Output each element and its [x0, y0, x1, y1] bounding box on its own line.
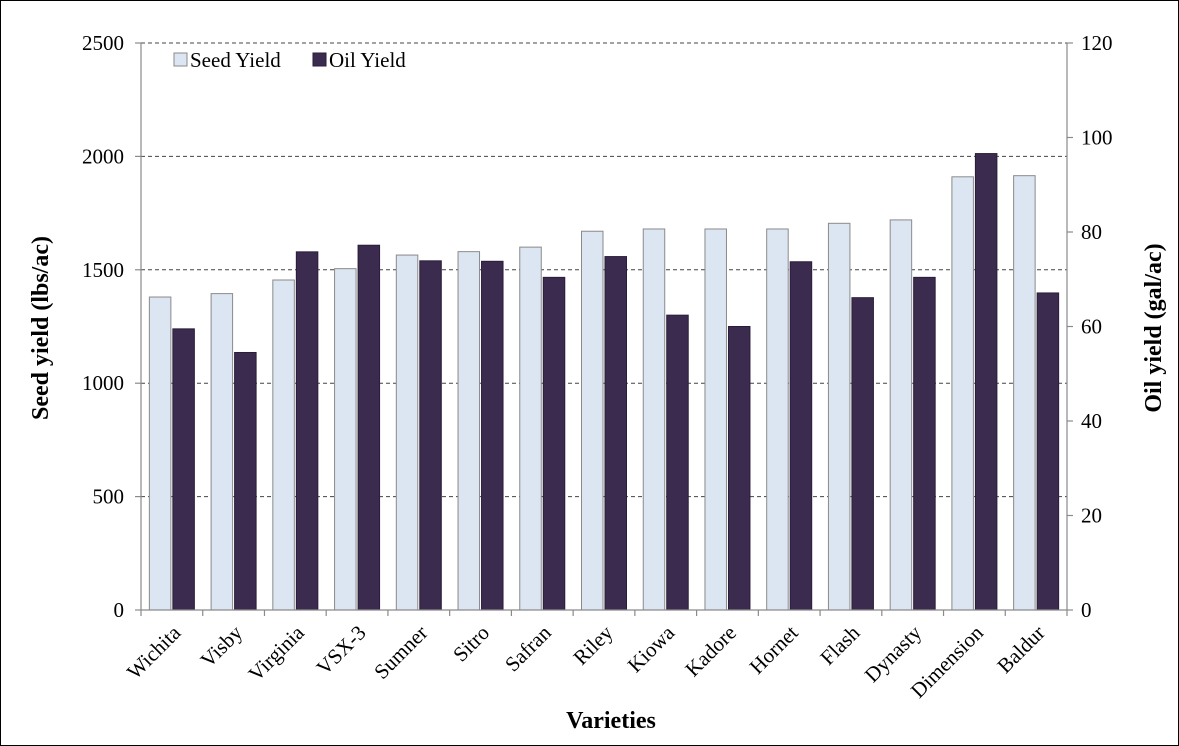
category-label: Riley	[568, 620, 617, 669]
category-label: Wichita	[122, 620, 186, 684]
seed-yield-bar	[210, 293, 234, 611]
seed-yield-bar	[272, 279, 295, 611]
right-tick-labels: 0 20 40 60 80 100 120	[1081, 31, 1113, 622]
category-label: Safran	[500, 620, 556, 676]
gridlines	[141, 42, 1067, 498]
y-axis-title: Seed yield (lbs/ac)	[28, 236, 54, 420]
y2-axis-title: Oil yield (gal/ac)	[1141, 243, 1167, 412]
category-label: VSX-3	[312, 621, 371, 680]
legend: Seed Yield Oil Yield	[173, 48, 406, 72]
left-tick-label: 2500	[82, 31, 124, 55]
legend-label-seed-yield: Seed Yield	[190, 48, 281, 72]
right-tick-label: 40	[1081, 409, 1102, 433]
right-tick-label: 20	[1081, 504, 1102, 528]
seed-yield-bar	[581, 230, 604, 611]
category-label: Kadore	[680, 621, 741, 682]
oil-yield-bar	[295, 251, 319, 611]
category-label: Sitro	[448, 621, 494, 667]
category-label: Virginia	[244, 620, 310, 686]
seed-yield-bar	[951, 176, 974, 611]
left-tick-label: 1000	[82, 371, 124, 395]
oil-yield-bar	[542, 276, 566, 611]
left-tick-label: 0	[114, 598, 125, 622]
oil-yield-bar	[234, 351, 257, 611]
oil-yield-bar	[913, 276, 936, 611]
x-axis-title: Varieties	[566, 708, 656, 734]
legend-swatch-oil-yield	[312, 52, 327, 67]
oil-yield-bar	[481, 260, 504, 611]
legend-label-oil-yield: Oil Yield	[329, 48, 406, 72]
seed-yield-bar	[1013, 175, 1036, 611]
oil-yield-bar	[789, 261, 813, 611]
oil-yield-bar	[1036, 292, 1060, 611]
axes	[135, 42, 1073, 616]
right-tick-label: 80	[1081, 220, 1102, 244]
legend-swatch-seed-yield	[173, 52, 188, 67]
seed-yield-bar	[766, 228, 789, 611]
oil-yield-bar	[666, 314, 689, 611]
left-tick-label: 500	[93, 485, 125, 509]
oil-yield-bar	[419, 260, 442, 611]
oil-yield-bar	[727, 326, 751, 611]
seed-yield-bar	[827, 222, 851, 611]
right-tick-label: 120	[1081, 31, 1113, 55]
seed-yield-bar	[457, 251, 481, 611]
category-label: Sumner	[369, 621, 432, 684]
category-label: Visby	[196, 620, 248, 672]
oil-yield-bar	[851, 297, 874, 611]
right-tick-label: 60	[1081, 315, 1102, 339]
bars	[148, 153, 1060, 611]
oil-yield-bar	[172, 328, 195, 611]
left-tick-labels: 0 500 1000 1500 2000 2500	[82, 31, 124, 622]
left-tick-label: 2000	[82, 144, 124, 168]
seed-yield-bar	[334, 268, 357, 611]
right-tick-label: 0	[1081, 598, 1092, 622]
seed-yield-bar	[148, 296, 172, 611]
left-tick-label: 1500	[82, 258, 124, 282]
category-label: Kiowa	[623, 620, 680, 677]
oil-yield-bar	[604, 256, 627, 611]
seed-yield-bar	[889, 219, 913, 611]
oil-yield-bar	[974, 153, 998, 611]
category-label: Flash	[815, 620, 865, 670]
seed-yield-bar	[519, 246, 542, 611]
seed-yield-bar	[395, 254, 419, 611]
oil-yield-bar	[357, 244, 381, 611]
right-tick-label: 100	[1081, 126, 1113, 150]
seed-yield-bar	[704, 228, 727, 611]
category-label: Baldur	[992, 621, 1049, 678]
category-label: Hornet	[745, 620, 803, 678]
seed-yield-bar	[642, 228, 666, 611]
